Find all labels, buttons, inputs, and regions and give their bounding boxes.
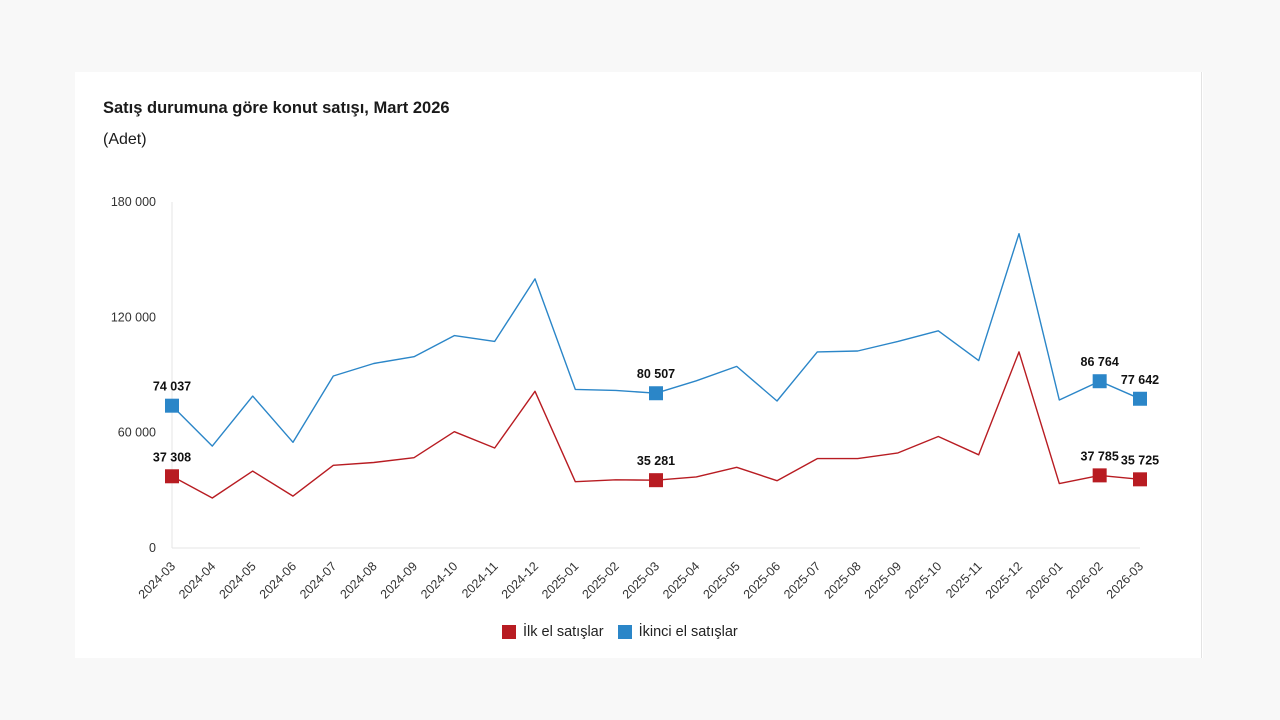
data-label: 35 725 bbox=[1121, 453, 1159, 467]
x-tick-label: 2025-08 bbox=[821, 559, 863, 601]
marker-first-hand bbox=[165, 469, 179, 484]
chart-card bbox=[75, 72, 1203, 658]
chart-legend: İlk el satışlar İkinci el satışlar bbox=[502, 624, 752, 640]
marker-second-hand bbox=[1133, 391, 1147, 406]
x-tick-label: 2025-02 bbox=[579, 559, 621, 601]
x-tick-label: 2025-09 bbox=[862, 559, 904, 601]
legend-item-first-hand[interactable]: İlk el satışlar bbox=[502, 624, 604, 640]
x-tick-label: 2025-01 bbox=[539, 559, 581, 601]
x-tick-label: 2026-01 bbox=[1023, 559, 1065, 601]
y-tick-label: 0 bbox=[149, 541, 156, 555]
data-label: 74 037 bbox=[153, 380, 191, 394]
marker-second-hand bbox=[649, 386, 663, 401]
chart-unit-subtitle: (Adet) bbox=[103, 131, 147, 148]
x-tick-label: 2024-06 bbox=[257, 559, 299, 601]
marker-first-hand bbox=[1133, 472, 1147, 487]
x-tick-label: 2025-03 bbox=[620, 559, 662, 601]
data-label: 80 507 bbox=[637, 367, 675, 381]
x-tick-label: 2025-06 bbox=[741, 559, 783, 601]
x-tick-label: 2025-07 bbox=[781, 559, 823, 601]
data-label: 37 785 bbox=[1081, 449, 1119, 463]
x-tick-label: 2024-03 bbox=[136, 559, 178, 601]
card-edge-divider bbox=[1201, 72, 1202, 658]
x-tick-label: 2024-04 bbox=[176, 559, 218, 601]
x-tick-label: 2025-05 bbox=[700, 559, 742, 601]
data-label: 86 764 bbox=[1081, 355, 1119, 369]
x-tick-label: 2024-07 bbox=[297, 559, 339, 601]
marker-first-hand bbox=[649, 473, 663, 488]
legend-label-second-hand: İkinci el satışlar bbox=[638, 624, 738, 640]
legend-swatch-first-hand bbox=[502, 625, 516, 639]
x-tick-label: 2024-08 bbox=[337, 559, 379, 601]
legend-swatch-second-hand bbox=[617, 625, 632, 639]
x-tick-label: 2024-11 bbox=[459, 559, 501, 601]
y-tick-label: 60 000 bbox=[118, 426, 156, 440]
x-tick-label: 2024-10 bbox=[418, 559, 460, 601]
data-label: 77 642 bbox=[1121, 373, 1159, 387]
marker-first-hand bbox=[1092, 468, 1107, 483]
marker-second-hand bbox=[165, 398, 179, 413]
x-tick-label: 2025-04 bbox=[660, 559, 702, 601]
x-tick-label: 2025-11 bbox=[943, 559, 985, 601]
x-tick-label: 2024-05 bbox=[216, 559, 258, 601]
y-tick-label: 120 000 bbox=[111, 310, 156, 324]
x-tick-label: 2025-12 bbox=[983, 559, 1025, 601]
legend-item-second-hand[interactable]: İkinci el satışlar bbox=[617, 624, 738, 640]
data-label: 35 281 bbox=[637, 454, 675, 468]
data-label: 37 308 bbox=[153, 450, 191, 464]
x-tick-label: 2024-12 bbox=[499, 559, 541, 601]
x-tick-label: 2024-09 bbox=[378, 559, 420, 601]
y-tick-label: 180 000 bbox=[111, 195, 156, 209]
legend-label-first-hand: İlk el satışlar bbox=[523, 624, 604, 640]
x-tick-label: 2026-02 bbox=[1063, 559, 1105, 601]
chart-title: Satış durumuna göre konut satışı, Mart 2… bbox=[103, 99, 450, 117]
x-tick-label: 2026-03 bbox=[1104, 559, 1146, 601]
marker-second-hand bbox=[1092, 374, 1107, 389]
x-tick-label: 2025-10 bbox=[902, 559, 944, 601]
